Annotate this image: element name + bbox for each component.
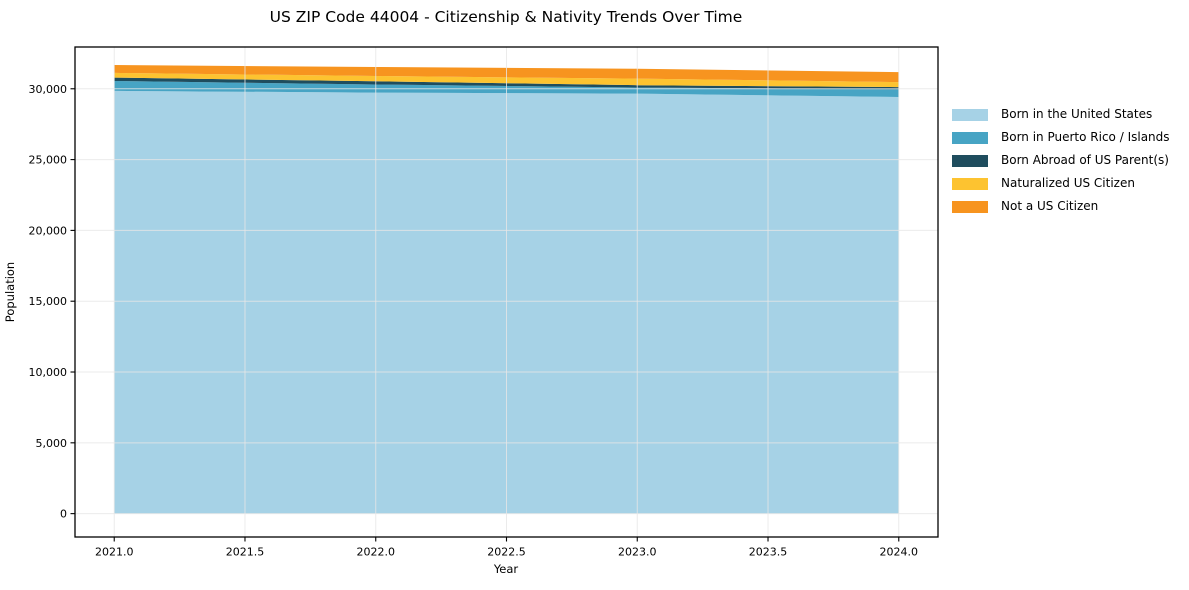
x-tick-label: 2023.0 [618, 546, 657, 559]
legend-item: Born in the United States [952, 106, 1170, 123]
legend-item-label: Naturalized US Citizen [1001, 176, 1135, 190]
x-tick-label: 2021.0 [95, 546, 134, 559]
x-tick-label: 2024.0 [880, 546, 919, 559]
legend-item-label: Born Abroad of US Parent(s) [1001, 153, 1169, 167]
legend-item: Born Abroad of US Parent(s) [952, 152, 1170, 169]
legend-swatch-icon [952, 154, 988, 167]
y-tick-label: 5,000 [36, 437, 68, 450]
x-tick-label: 2022.0 [356, 546, 395, 559]
y-axis-label: Population [3, 262, 17, 322]
x-axis-label: Year [493, 562, 519, 576]
legend: Born in the United States Born in Puerto… [952, 106, 1170, 221]
gridlines-layer [75, 47, 938, 537]
legend-item: Born in Puerto Rico / Islands [952, 129, 1170, 146]
legend-item: Naturalized US Citizen [952, 175, 1170, 192]
x-tick-label: 2022.5 [487, 546, 526, 559]
y-tick-label: 20,000 [29, 224, 68, 237]
x-tick-label: 2021.5 [226, 546, 265, 559]
chart-title: US ZIP Code 44004 - Citizenship & Nativi… [270, 8, 743, 26]
legend-item: Not a US Citizen [952, 198, 1170, 215]
y-tick-label: 25,000 [29, 154, 68, 167]
legend-swatch-icon [952, 177, 988, 190]
legend-item-label: Not a US Citizen [1001, 199, 1099, 213]
y-tick-label: 10,000 [29, 366, 68, 379]
axes-layer: 2021.0 2021.5 2022.0 2022.5 2023.0 2023.5 2024… [29, 46, 939, 559]
y-tick-label: 0 [60, 508, 67, 521]
legend-item-label: Born in Puerto Rico / Islands [1001, 130, 1170, 144]
legend-swatch-icon [952, 200, 988, 213]
y-tick-label: 30,000 [29, 83, 68, 96]
y-tick-label: 15,000 [29, 295, 68, 308]
legend-swatch-icon [952, 108, 988, 121]
legend-swatch-icon [952, 131, 988, 144]
legend-item-label: Born in the United States [1001, 107, 1153, 121]
x-tick-label: 2023.5 [749, 546, 788, 559]
